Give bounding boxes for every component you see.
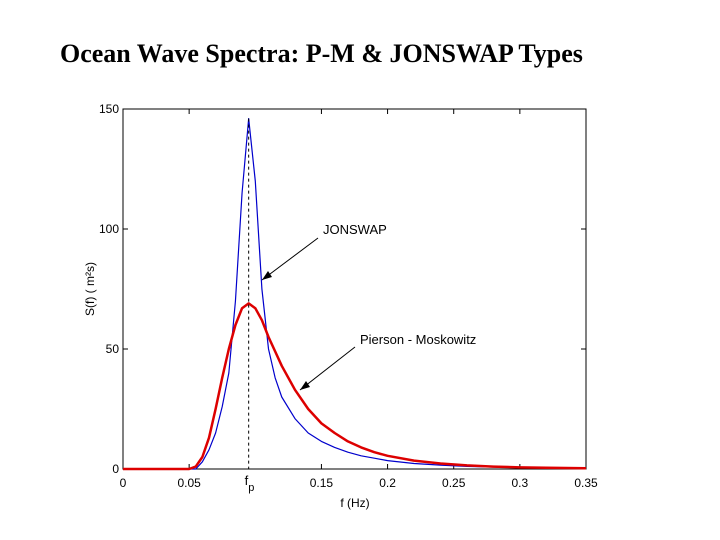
arrow-head (262, 271, 272, 280)
annotation: JONSWAP (323, 222, 387, 237)
plot-frame (122, 108, 587, 470)
chart-title: Ocean Wave Spectra: P-M & JONSWAP Types (60, 39, 583, 68)
arrow (261, 237, 319, 281)
x-tick-label: 0.2 (379, 476, 396, 490)
arrow (299, 346, 356, 391)
arrow-head (300, 381, 310, 390)
x-tick-label: 0.05 (177, 476, 201, 490)
series-line (123, 118, 587, 470)
y-tick-label: 150 (99, 102, 119, 116)
x-axis-label: f (Hz) (340, 496, 369, 510)
y-tick-label: 0 (112, 462, 119, 476)
y-axis-label: S(f) ( m²s) (83, 262, 97, 316)
peak-label-subscript: p (248, 482, 254, 494)
y-tick-label: 100 (99, 222, 119, 236)
x-tick-label: 0.25 (442, 476, 466, 490)
x-tick-label: 0.15 (310, 476, 334, 490)
peak-label: fp (245, 473, 255, 494)
x-tick-label: 0.3 (512, 476, 529, 490)
x-tick-label: 0 (120, 476, 127, 490)
annotation: Pierson - Moskowitz (360, 332, 476, 347)
series-line (123, 302, 587, 471)
x-tick-label: 0.35 (574, 476, 598, 490)
peak-label-text: f (245, 473, 249, 488)
y-tick-label: 50 (106, 342, 120, 356)
